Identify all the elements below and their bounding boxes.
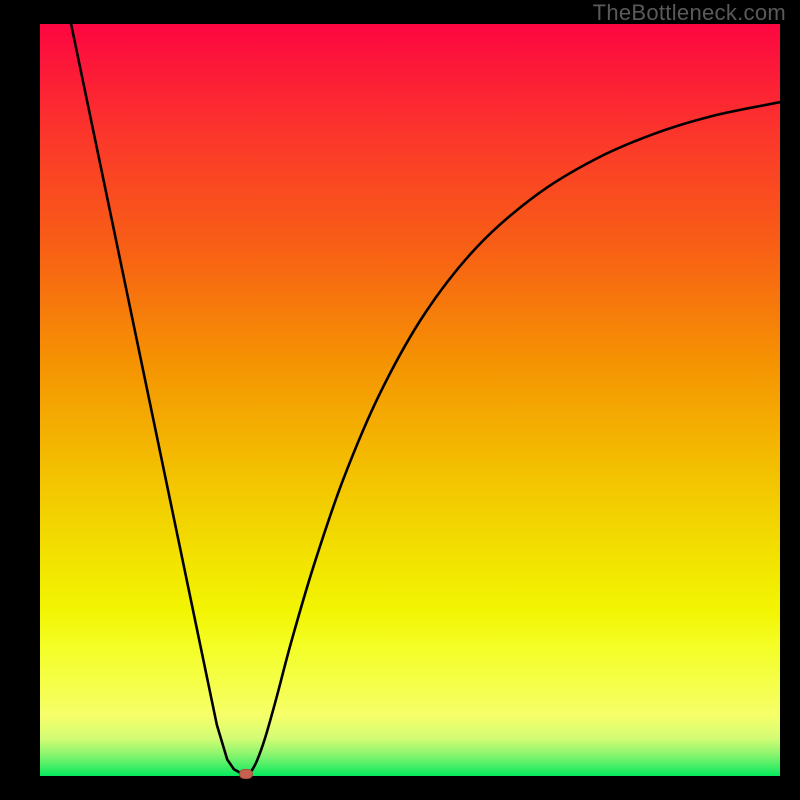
plot-area (40, 24, 780, 776)
watermark-text: TheBottleneck.com (593, 0, 786, 26)
chart-frame: TheBottleneck.com (0, 0, 800, 800)
bottleneck-curve-segment (71, 24, 246, 774)
curve-layer (40, 24, 780, 776)
bottleneck-curve-segment (246, 102, 780, 774)
minimum-marker (239, 769, 253, 779)
